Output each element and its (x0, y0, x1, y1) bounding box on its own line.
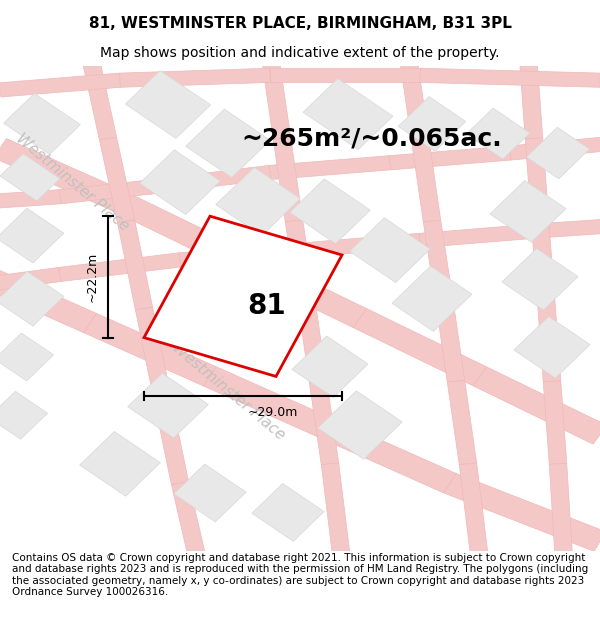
Polygon shape (531, 221, 555, 299)
Polygon shape (514, 316, 590, 378)
Polygon shape (0, 208, 64, 263)
Polygon shape (423, 220, 453, 299)
Polygon shape (0, 73, 121, 97)
Polygon shape (290, 179, 370, 244)
Polygon shape (299, 233, 421, 258)
Polygon shape (321, 463, 351, 562)
Polygon shape (118, 220, 152, 309)
Polygon shape (0, 271, 64, 326)
Polygon shape (149, 166, 271, 194)
Polygon shape (154, 394, 188, 484)
Polygon shape (292, 336, 368, 398)
Polygon shape (473, 367, 600, 444)
Polygon shape (0, 268, 61, 291)
Polygon shape (297, 298, 327, 382)
Polygon shape (420, 68, 600, 88)
Polygon shape (419, 224, 541, 248)
Polygon shape (309, 381, 339, 464)
Text: ~22.2m: ~22.2m (86, 252, 99, 302)
Polygon shape (543, 381, 567, 464)
Polygon shape (549, 464, 573, 561)
Text: Map shows position and indicative extent of the property.: Map shows position and indicative extent… (100, 46, 500, 60)
Polygon shape (261, 55, 291, 139)
Text: 81, WESTMINSTER PLACE, BIRMINGHAM, B31 3PL: 81, WESTMINSTER PLACE, BIRMINGHAM, B31 3… (89, 16, 511, 31)
Polygon shape (216, 168, 300, 236)
Polygon shape (140, 150, 220, 214)
Polygon shape (233, 251, 367, 328)
Polygon shape (128, 373, 208, 438)
Text: Contains OS data © Crown copyright and database right 2021. This information is : Contains OS data © Crown copyright and d… (12, 552, 588, 598)
Text: 81: 81 (248, 292, 286, 320)
Polygon shape (285, 220, 315, 299)
Text: ~265m²/~0.065ac.: ~265m²/~0.065ac. (242, 126, 502, 151)
Polygon shape (525, 138, 549, 221)
Polygon shape (203, 367, 337, 439)
Polygon shape (502, 249, 578, 310)
Polygon shape (318, 391, 402, 459)
Polygon shape (230, 286, 310, 351)
Polygon shape (0, 260, 97, 332)
Polygon shape (537, 298, 561, 382)
Polygon shape (174, 464, 246, 522)
Polygon shape (444, 473, 600, 551)
Polygon shape (270, 68, 420, 82)
Polygon shape (539, 219, 600, 238)
Polygon shape (100, 138, 134, 222)
Polygon shape (172, 482, 206, 562)
Polygon shape (4, 93, 80, 154)
Text: ~29.0m: ~29.0m (248, 406, 298, 419)
Text: Westminster Place: Westminster Place (169, 339, 287, 442)
Polygon shape (0, 154, 60, 201)
Polygon shape (490, 181, 566, 242)
Polygon shape (389, 146, 511, 170)
Polygon shape (0, 139, 127, 211)
Polygon shape (59, 253, 181, 281)
Polygon shape (350, 218, 430, 282)
Polygon shape (435, 298, 465, 382)
Polygon shape (526, 127, 590, 179)
Polygon shape (0, 333, 53, 381)
Polygon shape (303, 79, 393, 149)
Polygon shape (186, 109, 270, 178)
Polygon shape (519, 56, 543, 139)
Polygon shape (0, 189, 61, 209)
Polygon shape (252, 484, 324, 541)
Polygon shape (447, 381, 477, 464)
Polygon shape (125, 71, 211, 138)
Polygon shape (392, 266, 472, 331)
Polygon shape (119, 68, 271, 88)
Polygon shape (399, 55, 429, 139)
Polygon shape (411, 138, 441, 222)
Polygon shape (144, 216, 342, 376)
Polygon shape (459, 463, 489, 562)
Polygon shape (80, 431, 160, 496)
Polygon shape (82, 54, 116, 140)
Polygon shape (113, 192, 247, 269)
Polygon shape (59, 180, 151, 204)
Polygon shape (323, 420, 457, 493)
Polygon shape (179, 243, 301, 267)
Polygon shape (466, 108, 530, 159)
Polygon shape (273, 138, 303, 222)
Polygon shape (353, 309, 487, 386)
Polygon shape (398, 96, 466, 151)
Text: Westminster Place: Westminster Place (13, 131, 131, 234)
Polygon shape (509, 136, 600, 160)
Polygon shape (83, 313, 217, 386)
Polygon shape (0, 391, 47, 439)
Polygon shape (136, 308, 170, 397)
Polygon shape (269, 156, 391, 179)
